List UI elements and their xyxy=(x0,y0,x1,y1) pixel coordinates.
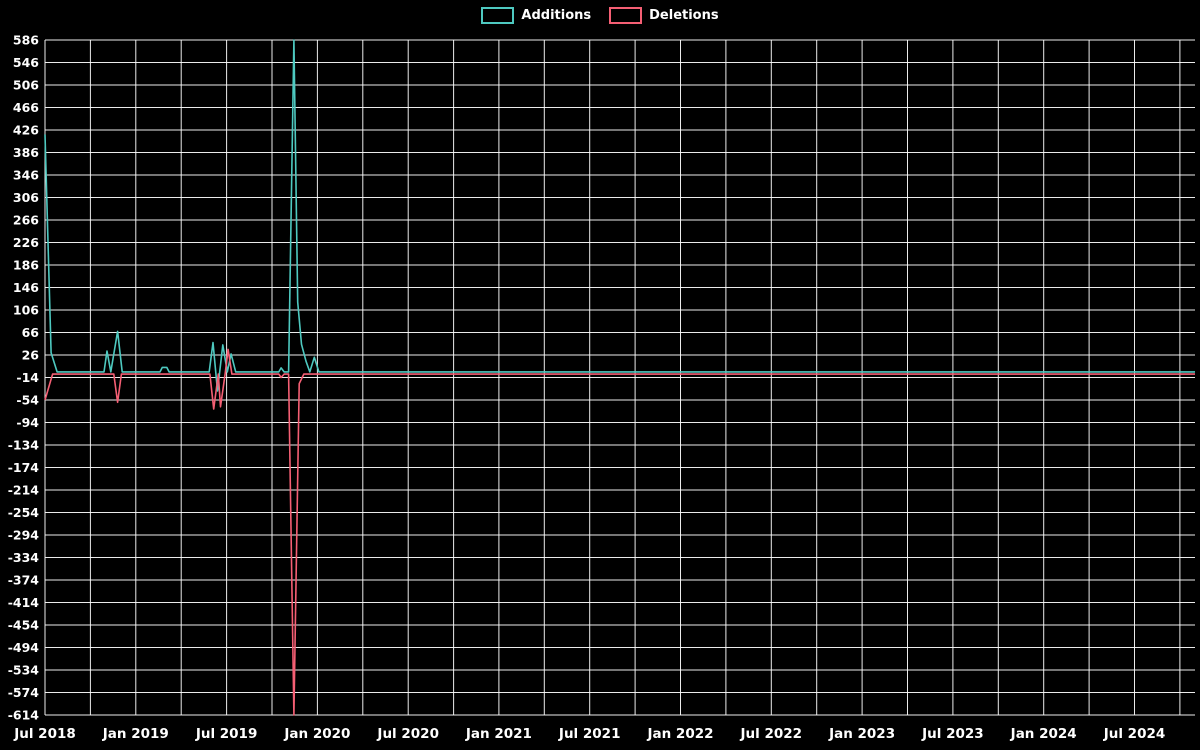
y-axis-tick-label: -534 xyxy=(8,663,40,678)
y-axis-tick-label: 466 xyxy=(13,100,39,115)
y-axis-tick-label: 386 xyxy=(13,145,39,160)
y-axis-tick-label: -454 xyxy=(8,618,40,633)
y-axis-tick-label: -374 xyxy=(8,573,40,588)
x-axis-tick-label: Jul 2018 xyxy=(13,726,76,742)
y-axis-tick-label: -134 xyxy=(8,438,40,453)
y-axis-tick-label: 506 xyxy=(13,78,39,93)
y-axis-tick-label: -214 xyxy=(8,483,40,498)
y-axis-tick-label: -494 xyxy=(8,640,40,655)
y-axis-tick-label: 306 xyxy=(13,190,39,205)
additions-swatch-icon xyxy=(481,7,515,24)
y-axis-tick-label: 106 xyxy=(13,303,39,318)
deletions-legend-label: Deletions xyxy=(649,8,719,23)
y-axis-tick-label: 426 xyxy=(13,123,39,138)
x-axis-tick-label: Jul 2021 xyxy=(558,726,621,742)
x-axis-tick-label: Jul 2024 xyxy=(1103,726,1166,742)
y-axis-tick-label: 186 xyxy=(13,258,39,273)
y-axis-tick-label: -334 xyxy=(8,550,40,565)
x-axis-tick-label: Jan 2023 xyxy=(828,726,895,742)
deletions-swatch-icon xyxy=(609,7,643,24)
y-axis-tick-label: 26 xyxy=(22,348,40,363)
y-axis-tick-label: 146 xyxy=(13,280,39,295)
series-line-additions xyxy=(44,39,1195,392)
y-axis-tick-label: -54 xyxy=(16,393,39,408)
additions-legend-label: Additions xyxy=(521,8,592,23)
x-axis-tick-label: Jan 2019 xyxy=(102,726,169,742)
x-axis-tick-label: Jul 2019 xyxy=(195,726,258,742)
y-axis-tick-label: -174 xyxy=(8,460,40,475)
legend-item-additions: Additions xyxy=(481,7,591,24)
y-axis-tick-label: -14 xyxy=(16,370,39,385)
y-axis-tick-label: -614 xyxy=(8,708,40,723)
y-axis-tick-label: 586 xyxy=(13,33,39,48)
y-axis-tick-label: -94 xyxy=(16,415,39,430)
x-axis-tick-label: Jan 2022 xyxy=(646,726,713,742)
y-axis-tick-label: -574 xyxy=(8,685,40,700)
y-axis-tick-label: -294 xyxy=(8,528,40,543)
x-axis-tick-label: Jan 2024 xyxy=(1010,726,1077,742)
y-axis-tick-label: -414 xyxy=(8,595,40,610)
y-axis-tick-label: 66 xyxy=(22,325,40,340)
x-axis-tick-label: Jan 2021 xyxy=(465,726,532,742)
x-axis-tick-label: Jul 2022 xyxy=(740,726,803,742)
x-axis-tick-label: Jul 2023 xyxy=(921,726,984,742)
series-line-deletions xyxy=(44,348,1195,716)
x-axis-tick-label: Jan 2020 xyxy=(283,726,350,742)
y-axis-tick-label: 226 xyxy=(13,235,39,250)
legend-item-deletions: Deletions xyxy=(609,7,719,24)
x-axis-tick-label: Jul 2020 xyxy=(376,726,439,742)
y-axis-tick-label: 546 xyxy=(13,55,39,70)
y-axis-tick-label: 346 xyxy=(13,168,39,183)
y-axis-tick-label: 266 xyxy=(13,213,39,228)
legend: Additions Deletions xyxy=(0,7,1200,24)
y-axis-tick-label: -254 xyxy=(8,505,40,520)
